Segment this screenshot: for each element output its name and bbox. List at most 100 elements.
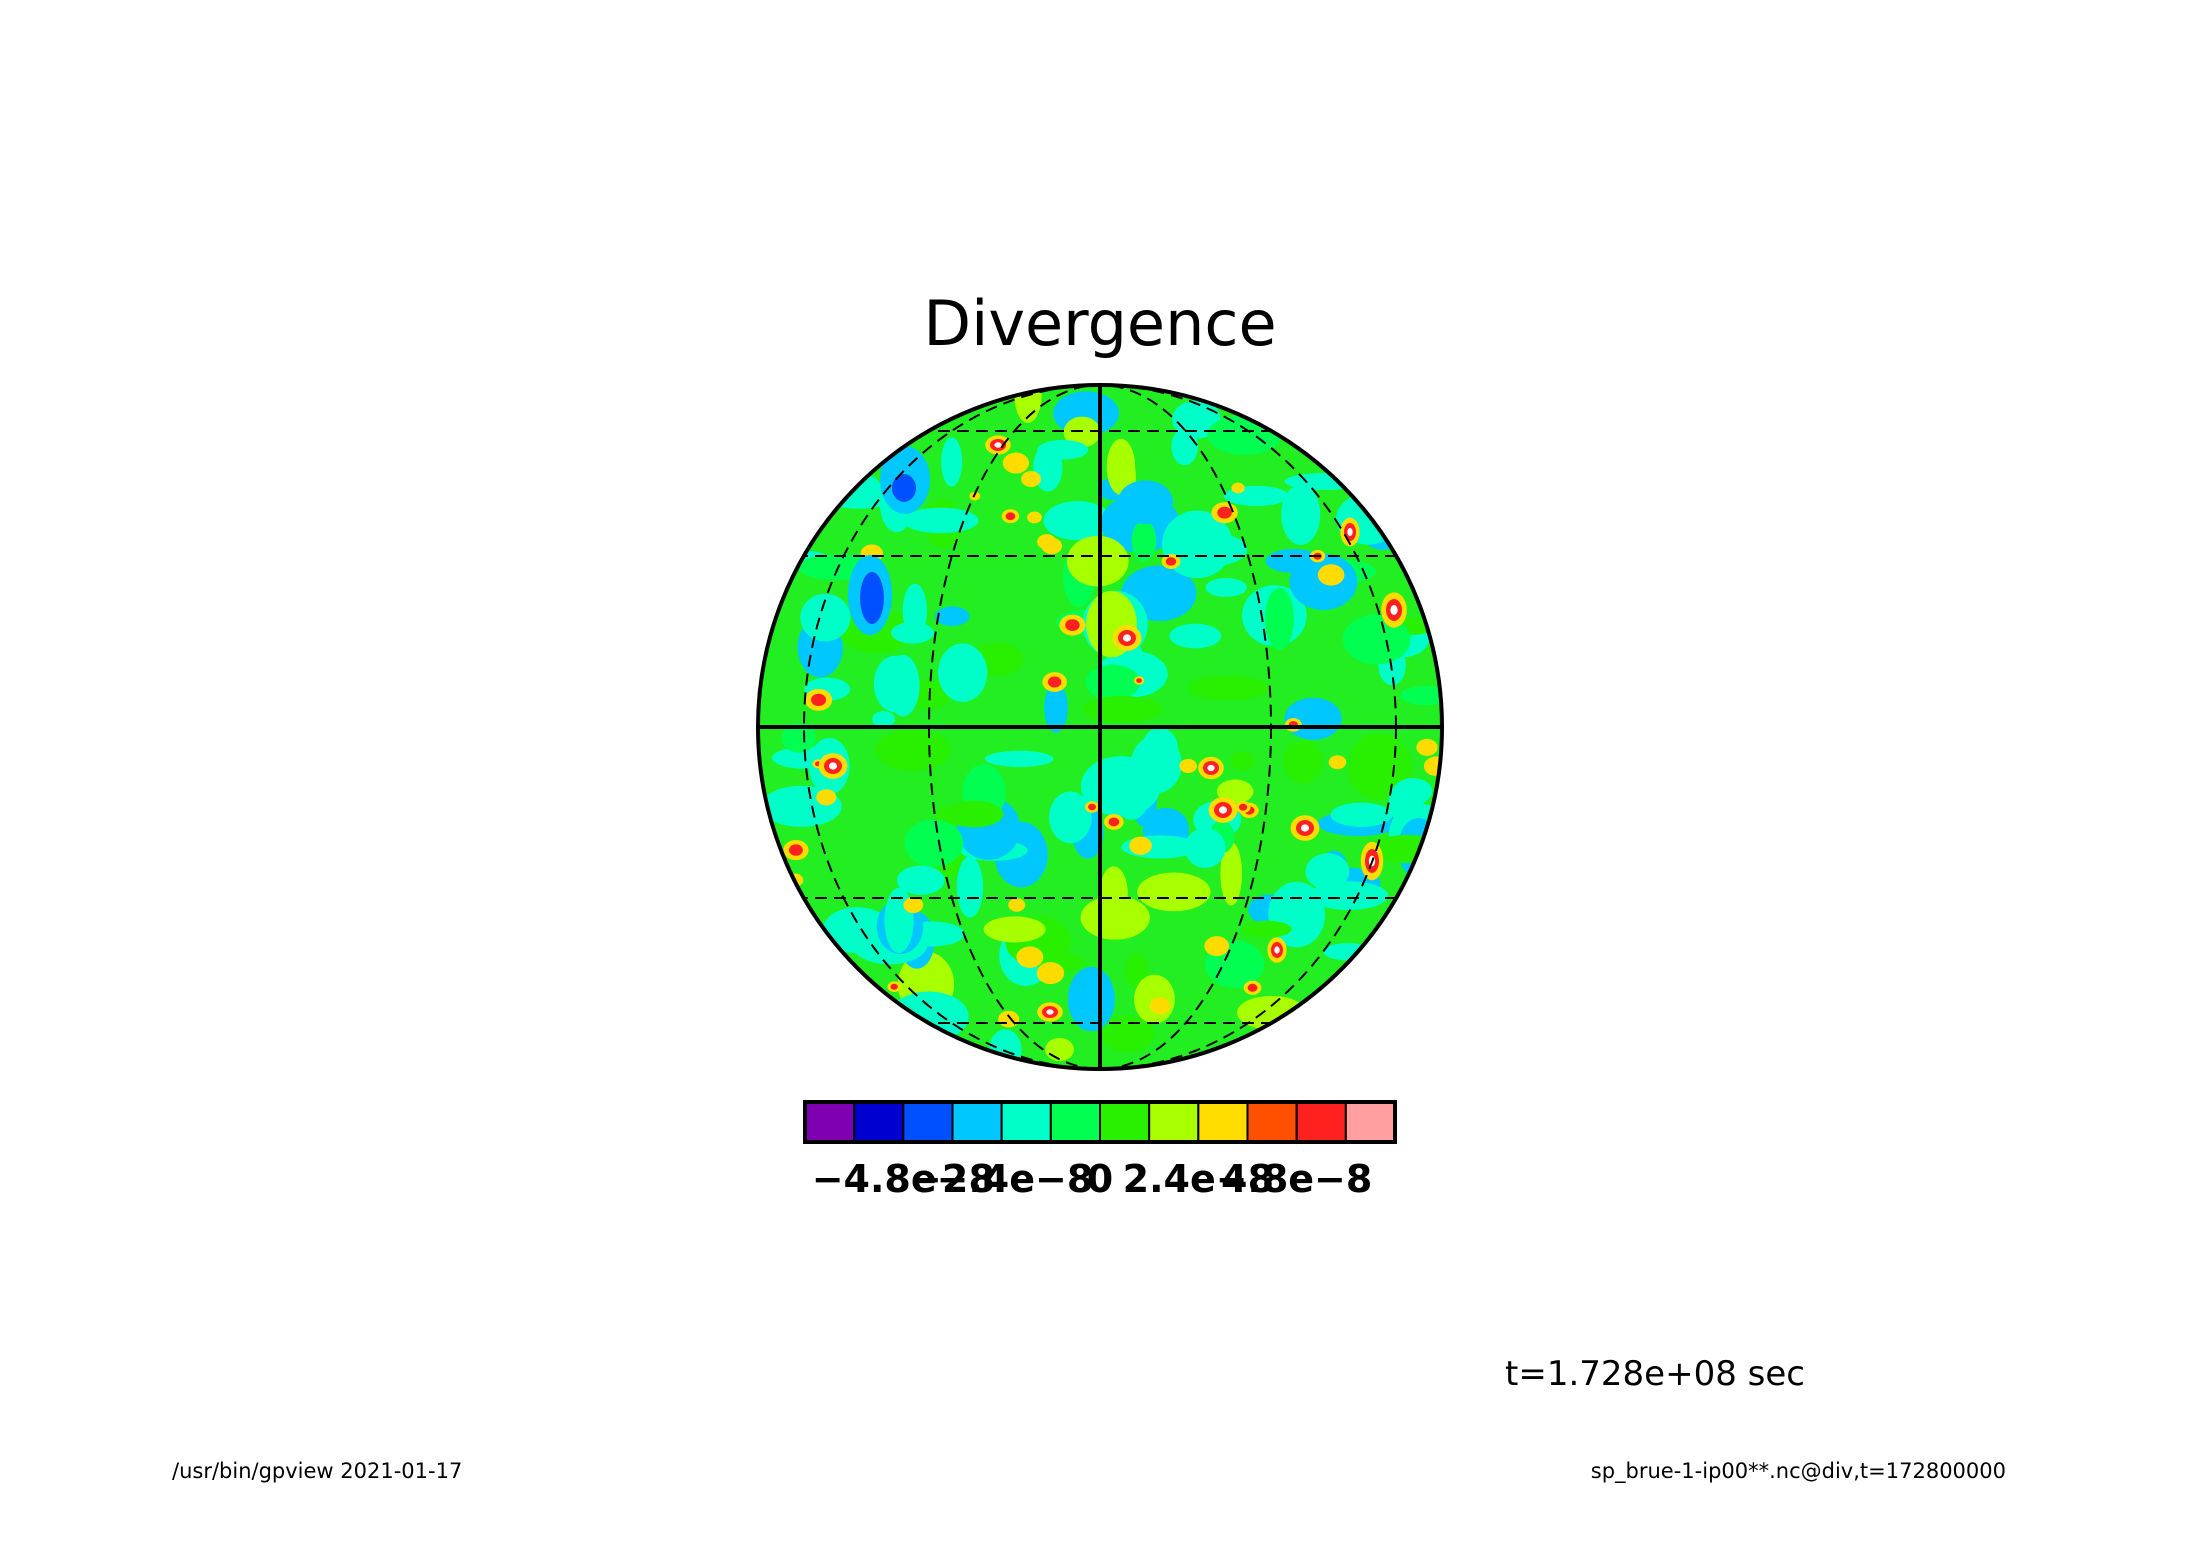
- field-feature-core: [828, 762, 838, 770]
- field-patch: [1137, 872, 1211, 912]
- field-spot-warm: [1149, 997, 1171, 1015]
- field-patch: [1169, 623, 1222, 649]
- field-patch: [1113, 770, 1150, 820]
- colorbar-cell: [1099, 1101, 1151, 1143]
- field-patch: [944, 800, 1004, 828]
- field-spot-warm: [1041, 537, 1063, 555]
- field-patch: [1220, 842, 1243, 906]
- colorbar-cell: [804, 1101, 856, 1143]
- field-spot-hot: [890, 983, 898, 990]
- field-patch: [989, 1029, 1022, 1069]
- field-spot-hot: [1047, 676, 1062, 688]
- colorbar-cell: [1049, 1101, 1102, 1143]
- field-patch: [1043, 500, 1112, 541]
- field-spot-warm: [1317, 564, 1345, 586]
- field-spot-warm: [1002, 452, 1029, 474]
- field-patch: [1305, 853, 1350, 890]
- colorbar-tick-label: 2.4e−8: [1123, 1157, 1274, 1201]
- field-patch: [1037, 440, 1089, 460]
- field-patch: [938, 643, 988, 702]
- field-patch: [1184, 827, 1226, 868]
- colorbar-tick-label: 4.8e−8: [1221, 1157, 1372, 1201]
- field-spot-hot: [1065, 619, 1080, 631]
- field-spot-warm: [1423, 756, 1442, 776]
- field-patch: [1067, 966, 1115, 1032]
- field-patch: [1100, 1015, 1155, 1053]
- field-patch: [1049, 791, 1092, 844]
- field-spot-warm: [1231, 482, 1245, 494]
- globe-outline: [756, 383, 1444, 1071]
- field-spot-warm: [1179, 758, 1197, 774]
- field-patch: [1281, 484, 1321, 545]
- field-cold: [892, 474, 916, 502]
- field-feature-core: [1274, 946, 1280, 954]
- field-patch: [1284, 473, 1366, 490]
- field-patch: [1099, 866, 1128, 920]
- colorbar-cell: [853, 1101, 905, 1143]
- field-spot-warm: [1036, 962, 1065, 985]
- field-feature-core: [1218, 806, 1228, 814]
- field-cold: [860, 572, 884, 624]
- field-spot-hot: [789, 844, 803, 856]
- colorbar-cell: [1197, 1101, 1249, 1143]
- field-spot-warm: [816, 789, 837, 806]
- field-feature-core: [1046, 1009, 1054, 1015]
- field-patch: [1044, 682, 1068, 733]
- field-patch: [1187, 675, 1272, 701]
- field-patch: [1283, 739, 1324, 784]
- colorbar-outline: [803, 1100, 1397, 1144]
- colorbar-cell: [951, 1101, 1003, 1143]
- field-feature-core: [1300, 824, 1310, 832]
- field-patch: [1045, 1037, 1074, 1062]
- field-patch: [903, 507, 979, 534]
- field-patch: [902, 583, 928, 638]
- footer-left: /usr/bin/gpview 2021-01-17: [172, 1459, 462, 1483]
- chart-title: Divergence: [923, 287, 1276, 360]
- field-patch: [1082, 695, 1162, 723]
- field-feature-core: [1122, 634, 1132, 642]
- field-patch: [1171, 427, 1199, 466]
- field-patch: [1066, 535, 1129, 587]
- field-patch: [934, 606, 970, 627]
- globe-grid: [758, 385, 1442, 1069]
- colorbar: −4.8e−8−2.4e−80 2.4e−84.8e−8: [803, 1100, 1397, 1201]
- field-feature-core: [994, 442, 1002, 448]
- field-patch: [1063, 416, 1101, 448]
- field-patch: [781, 723, 816, 753]
- field-spot-warm: [1204, 936, 1230, 957]
- field-patch: [904, 819, 964, 867]
- field-feature-core: [1347, 527, 1353, 537]
- field-patch: [875, 729, 951, 771]
- field-spot-warm: [1027, 511, 1042, 524]
- field-patch: [1141, 727, 1179, 772]
- colorbar-cell: [902, 1101, 954, 1143]
- field-spot-hot: [1136, 678, 1142, 683]
- field-spot-warm: [1129, 836, 1152, 855]
- field-patch: [941, 437, 963, 487]
- field-patch: [1230, 751, 1256, 771]
- field-feature-core: [1207, 764, 1215, 772]
- colorbar-tick-label: −2.4e−8: [910, 1157, 1093, 1201]
- field-spot-hot: [1165, 557, 1177, 566]
- field-spot-warm: [1328, 755, 1347, 770]
- field-patch: [873, 655, 916, 713]
- field-spot-warm: [1008, 898, 1026, 912]
- field-patch: [1330, 802, 1393, 827]
- globe-map: [756, 383, 1444, 1071]
- footer-right: sp_brue-1-ip00**.nc@div,t=172800000: [1591, 1459, 2006, 1484]
- field-patch: [1117, 480, 1174, 525]
- field-spot-hot: [1247, 983, 1258, 992]
- colorbar-cell: [1000, 1101, 1052, 1143]
- field-patch: [1131, 520, 1157, 562]
- field-spot-hot: [1108, 817, 1120, 827]
- colorbar-tick-label: 0: [1087, 1157, 1113, 1201]
- field-feature-core: [1390, 605, 1398, 615]
- field-patch: [983, 916, 1046, 943]
- field-spot-warm: [903, 897, 924, 914]
- field-patch: [888, 991, 969, 1042]
- field-spot-hot: [1005, 512, 1016, 521]
- field-patch: [872, 710, 896, 728]
- field-spot-warm: [1416, 738, 1438, 756]
- time-label: t=1.728e+08 sec: [1505, 1354, 1805, 1394]
